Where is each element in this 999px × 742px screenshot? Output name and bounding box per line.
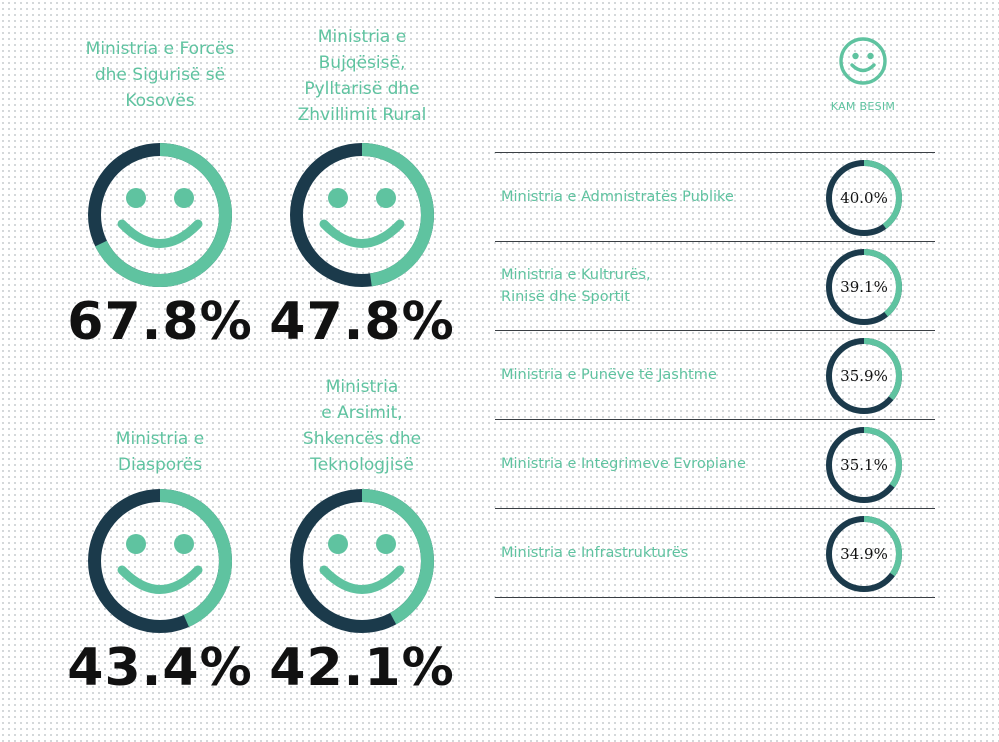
ring-value-arc (826, 338, 902, 414)
ring-chart (290, 143, 434, 287)
card-title: Ministria e Bujqësisë, Pylltarisë dhe Zh… (297, 27, 427, 125)
list-item: Ministria e Punëve të Jashtme 35.9% (495, 330, 935, 419)
ring-value-arc (826, 427, 902, 503)
ring-value-arc (290, 143, 434, 287)
value-label: 42.1% (269, 638, 455, 698)
ring-value-arc (290, 489, 434, 633)
list-item: Ministria e Infrastrukturës 34.9% (495, 508, 935, 598)
smiley-mouth (117, 219, 203, 248)
list-item: Ministria e Kultrurës, Rinisë dhe Sporti… (495, 241, 935, 330)
smiley-left-eye (328, 534, 348, 554)
list-item: Ministria e Integrimeve Evropiane 35.1% (495, 419, 935, 508)
legend-label: KAM BESIM (830, 100, 896, 113)
card-2: Ministria e Diasporës 43.4% (60, 368, 260, 698)
legend: KAM BESIM (818, 36, 908, 113)
smiley-mouth (319, 565, 405, 594)
row-label: Ministria e Punëve të Jashtme (501, 367, 717, 383)
row-label: Ministria e Kultrurës, Rinisë dhe Sporti… (501, 267, 651, 305)
smiley-right-eye (376, 188, 396, 208)
row-ring-chart (826, 160, 902, 236)
value-label: 43.4% (67, 638, 253, 698)
value-label: 47.8% (269, 292, 455, 352)
smiley-mouth (319, 219, 405, 248)
row-label: Ministria e Infrastrukturës (501, 545, 689, 561)
smiley-left-eye (328, 188, 348, 208)
smiley-mouth (117, 565, 203, 594)
ring-chart (88, 489, 232, 633)
smiley-left-eye (126, 534, 146, 554)
smiley-right-eye (174, 534, 194, 554)
row-label: Ministria e Integrimeve Evropiane (501, 456, 746, 472)
ring-value-arc (826, 249, 902, 325)
ring-value-arc (88, 143, 232, 287)
smiley-right-eye (174, 188, 194, 208)
card-title: Ministria e Arsimit, Shkencës dhe Teknol… (302, 377, 422, 475)
ring-value-arc (826, 516, 902, 592)
list-item: Ministria e Admnistratës Publike 40.0% (495, 152, 935, 241)
row-ring-chart (826, 516, 902, 592)
ring-chart (290, 489, 434, 633)
ring-chart (88, 143, 232, 287)
row-value: 40.0% (840, 189, 888, 207)
row-ring-chart (826, 249, 902, 325)
card-title: Ministria e Forcës dhe Sigurisë së Kosov… (85, 39, 235, 111)
row-value: 35.9% (840, 367, 888, 385)
smiley-icon (839, 37, 887, 85)
row-label: Ministria e Admnistratës Publike (501, 189, 734, 205)
ministry-list: Ministria e Admnistratës Publike 40.0% M… (495, 152, 935, 598)
card-3: Ministria e Arsimit, Shkencës dhe Teknol… (262, 368, 462, 698)
card-title: Ministria e Diasporës (115, 429, 205, 475)
ring-value-arc (88, 489, 232, 633)
smiley-left-eye (126, 188, 146, 208)
row-ring-chart (826, 338, 902, 414)
card-1: Ministria e Bujqësisë, Pylltarisë dhe Zh… (262, 10, 462, 352)
row-value: 35.1% (840, 456, 888, 474)
card-0: Ministria e Forcës dhe Sigurisë së Kosov… (60, 10, 260, 352)
row-value: 39.1% (840, 278, 888, 296)
row-value: 34.9% (840, 545, 888, 563)
smiley-right-eye (376, 534, 396, 554)
ring-value-arc (826, 160, 902, 236)
value-label: 67.8% (67, 292, 253, 352)
row-ring-chart (826, 427, 902, 503)
